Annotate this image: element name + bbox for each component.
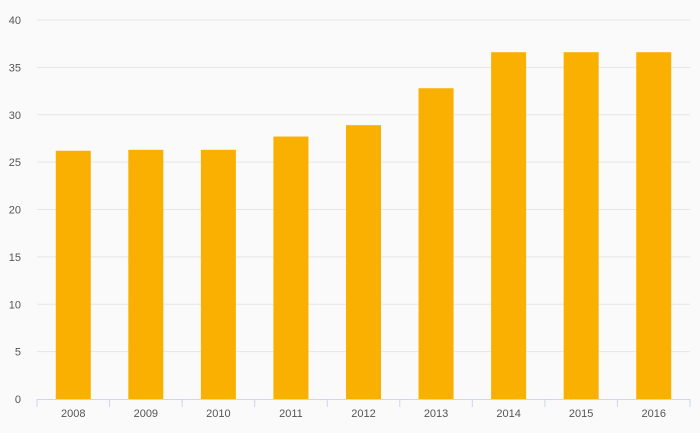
y-axis-tick-labels: 0 5 10 15 20 25 30 35 40 [9,15,21,406]
bar-2013 [418,88,454,399]
bar-2015 [563,52,599,400]
y-tick-label: 40 [9,15,21,27]
x-axis [36,399,691,407]
bar-2012 [346,125,381,400]
y-tick-label: 15 [9,252,21,264]
bar-2008 [55,150,91,399]
x-tick-label: 2016 [641,408,665,420]
y-tick-label: 20 [9,205,21,217]
y-tick-label: 25 [9,157,21,169]
bar-2014 [491,52,527,400]
bar-2010 [200,149,236,399]
x-tick-label: 2013 [424,408,448,420]
x-tick-label: 2008 [61,408,85,420]
bar-2009 [128,149,164,399]
x-tick-label: 2012 [351,408,375,420]
bar-2011 [273,136,309,400]
y-tick-label: 10 [9,299,21,311]
y-tick-label: 5 [15,347,21,359]
x-tick-label: 2009 [134,408,158,420]
x-tick-label: 2015 [569,408,593,420]
x-tick-label: 2011 [279,408,303,420]
x-tick-label: 2014 [496,408,520,420]
bars [55,52,672,400]
y-tick-label: 35 [9,62,21,74]
x-axis-tick-labels: 2008 2009 2010 2011 2012 2013 2014 2015 2016 [61,408,666,420]
bar-2016 [636,52,672,400]
y-tick-label: 30 [9,110,21,122]
x-tick-label: 2010 [206,408,230,420]
y-tick-label: 0 [15,394,21,406]
